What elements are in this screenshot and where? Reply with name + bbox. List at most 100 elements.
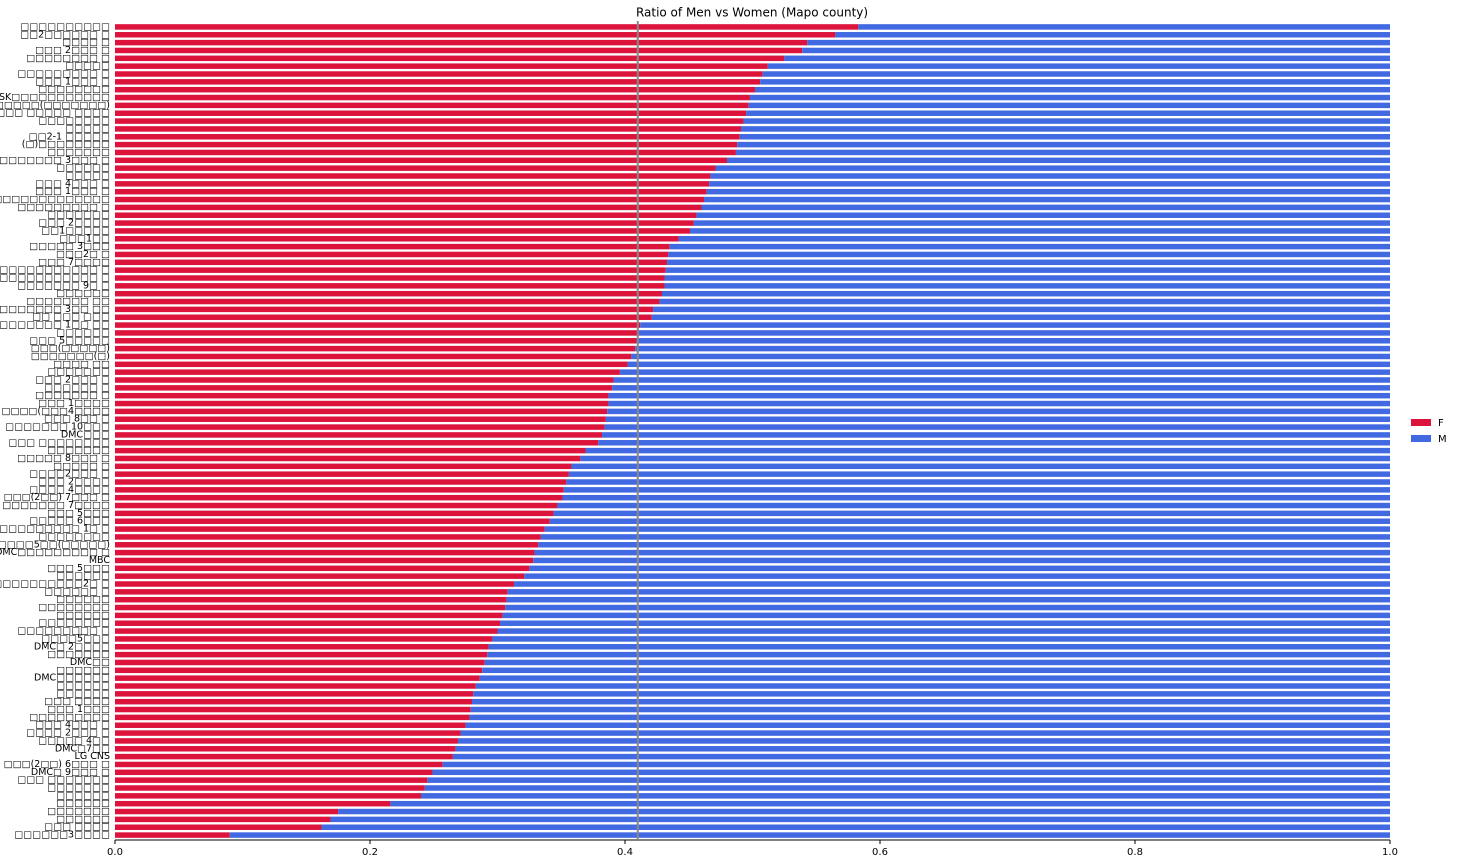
- bar-segment: [115, 298, 660, 305]
- y-tick-label: □□□□(□□□4□□□□: [2, 406, 111, 417]
- bar-segment: [651, 314, 1390, 320]
- bar-segment: [115, 432, 603, 438]
- bar-segment: [538, 542, 1390, 548]
- bar-segment: [115, 345, 636, 352]
- y-tick-label: □□□□□□□□□□□□□: [0, 194, 110, 205]
- y-tick-label: □□□□ 4□□□□: [29, 484, 110, 495]
- bar-segment: [115, 604, 506, 611]
- bar-segment: [421, 793, 1390, 799]
- bar-segment: [115, 620, 501, 626]
- bar-segment: [749, 94, 1390, 101]
- bar-segment: [115, 698, 472, 705]
- bar-segment: [115, 314, 652, 320]
- y-tick-label: □□□□□□□□: [38, 84, 110, 95]
- legend-label: F: [1438, 418, 1444, 429]
- bar-segment: [487, 651, 1390, 658]
- y-tick-label: DMC□□□□□□: [34, 673, 110, 684]
- bar-segment: [115, 110, 747, 116]
- y-tick-label: □□□□□ 8□□□ □: [17, 453, 110, 464]
- bar-segment: [115, 283, 665, 289]
- bar-segment: [115, 353, 632, 360]
- bar-segment: [115, 79, 761, 85]
- bar-segment: [115, 118, 744, 124]
- bar-segment: [115, 157, 727, 164]
- bar-segment: [465, 722, 1390, 728]
- bar-segment: [115, 102, 749, 109]
- bar-segment: [668, 251, 1390, 258]
- bar-segment: [704, 196, 1390, 203]
- y-tick-label: □□□□□□□□: [38, 602, 110, 613]
- bar-segment: [608, 400, 1390, 407]
- bar-segment: [115, 377, 614, 383]
- bar-segment: [115, 126, 742, 132]
- bar-segment: [506, 596, 1390, 603]
- bar-segment: [767, 63, 1390, 69]
- y-tick-label: DMC□ 2□□□□: [34, 641, 110, 652]
- bar-segment: [115, 824, 322, 830]
- bar-segment: [604, 424, 1390, 430]
- bar-segment: [115, 612, 503, 619]
- bar-segment: [115, 730, 461, 736]
- y-tick-label: □□□ 4□□□ □: [35, 178, 110, 189]
- y-tick-label: MBC: [89, 555, 111, 566]
- bar-segment: [505, 604, 1390, 611]
- bar-segment: [706, 188, 1390, 195]
- y-tick-label: □□□(2□□) 6□□□ □: [4, 759, 110, 770]
- bar-segment: [115, 212, 697, 218]
- bar-segment: [390, 800, 1390, 807]
- bar-segment: [739, 134, 1390, 140]
- y-tick-label: (□)□□□□□□□□: [22, 139, 110, 150]
- y-tick-label: □□□□□□□: [47, 806, 110, 817]
- y-tick-label: □□□ □□□□□□□: [17, 775, 110, 786]
- bar-segment: [115, 800, 391, 807]
- x-tick-label: 0.0: [107, 847, 123, 858]
- bar-segment: [115, 581, 515, 587]
- bar-segment: [640, 322, 1390, 328]
- legend-label: M: [1438, 434, 1447, 445]
- bar-segment: [115, 738, 458, 744]
- bar-segment: [115, 518, 550, 524]
- bar-segment: [115, 667, 483, 674]
- y-tick-label: □□□□□□□□: [38, 531, 110, 542]
- bar-segment: [469, 714, 1390, 721]
- y-tick-label: □□□2□ □: [56, 249, 110, 260]
- y-tick-label: □□□ □□□□□ □□□□: [0, 108, 110, 119]
- bar-segment: [115, 832, 230, 838]
- y-tick-label: □□□□ 2□□□ □: [26, 728, 110, 739]
- bar-segment: [608, 392, 1390, 399]
- bar-segment: [115, 573, 525, 579]
- bar-segment: [115, 447, 586, 454]
- y-tick-label: □□□□□□□ 3□□ □□: [0, 304, 110, 315]
- bar-segment: [631, 353, 1390, 360]
- y-tick-label: □□□□□□□□□□□□□ □: [0, 273, 110, 284]
- y-tick-label: □□□□□ 3□□□: [29, 241, 110, 252]
- bar-segment: [115, 228, 691, 234]
- bar-segment: [115, 746, 456, 752]
- bar-segment: [115, 243, 670, 250]
- bar-segment: [563, 487, 1390, 493]
- bar-segment: [115, 753, 453, 760]
- bar-segment: [115, 141, 738, 148]
- y-tick-label: □□□□□□ □: [44, 586, 110, 597]
- bar-segment: [115, 236, 679, 242]
- bar-segment: [115, 165, 716, 171]
- bar-segment: [760, 79, 1390, 85]
- bar-segment: [115, 71, 763, 77]
- bar-segment: [858, 24, 1390, 30]
- y-tick-label: □□□□□□□: [47, 367, 110, 378]
- bar-segment: [115, 204, 702, 211]
- y-tick-label: DMC□□□□□□□□□ □: [0, 547, 110, 558]
- y-tick-label: □□ □□□ □□□: [32, 312, 110, 323]
- bar-segment: [115, 722, 466, 728]
- bar-segment: [115, 596, 507, 603]
- bar-segment: [653, 306, 1390, 313]
- y-tick-label: □□□ 2□□□□: [38, 477, 110, 488]
- y-tick-label: □□□□□□□(□): [31, 351, 110, 362]
- bar-segment: [598, 440, 1390, 446]
- y-tick-label: □□□1□□: [59, 233, 110, 244]
- bar-segment: [484, 659, 1390, 666]
- bar-segment: [665, 267, 1390, 273]
- bar-segment: [667, 259, 1390, 266]
- y-tick-label: □□□□□□□□□□□□ □: [0, 265, 110, 276]
- y-tick-label: □□□□□ 4□□: [38, 735, 110, 746]
